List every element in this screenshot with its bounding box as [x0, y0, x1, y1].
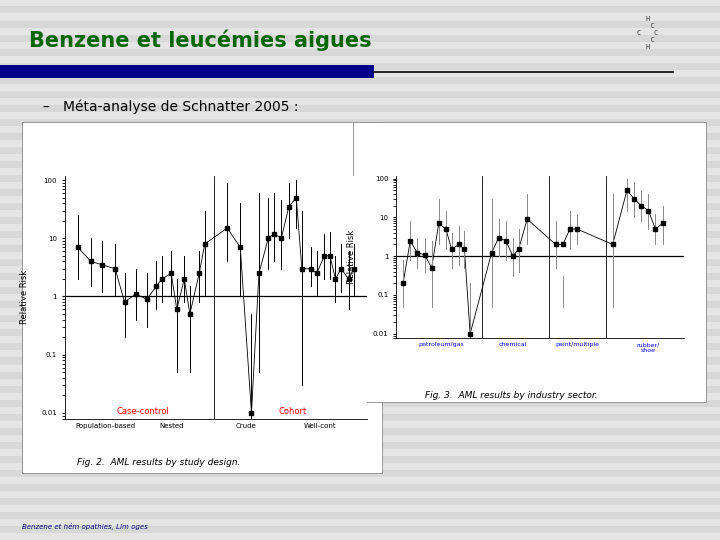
Bar	[0, 322, 720, 329]
Bar	[0, 435, 720, 442]
Bar	[0, 533, 720, 540]
Bar	[0, 42, 720, 49]
Text: Benzene et leucémies aigues: Benzene et leucémies aigues	[29, 30, 372, 51]
Bar	[0, 477, 720, 484]
Text: Cohort: Cohort	[279, 407, 307, 415]
Bar	[0, 65, 374, 78]
Bar	[0, 224, 720, 231]
Bar	[0, 421, 720, 428]
Bar	[0, 280, 720, 287]
Bar	[0, 308, 720, 315]
Bar	[0, 56, 720, 63]
Bar	[0, 393, 720, 400]
Bar	[0, 154, 720, 161]
Bar	[0, 28, 720, 35]
Bar	[0, 449, 720, 456]
Text: Fig. 3.  AML results by industry sector.: Fig. 3. AML results by industry sector.	[426, 390, 598, 400]
Bar	[0, 519, 720, 526]
Y-axis label: Relative Risk: Relative Risk	[19, 270, 29, 324]
Bar	[0, 168, 720, 175]
Bar	[0, 210, 720, 217]
Text: H
  C
C   C
  C
H: H C C C C H	[637, 16, 659, 50]
Bar	[0, 0, 720, 6]
Bar	[22, 122, 382, 472]
Text: Fig. 2.  AML results by study design.: Fig. 2. AML results by study design.	[76, 458, 240, 467]
Bar	[0, 252, 720, 259]
Bar	[0, 140, 720, 147]
Text: Case-control: Case-control	[117, 407, 170, 415]
Bar	[353, 122, 706, 402]
Bar	[0, 14, 720, 21]
Text: –   Méta-analyse de Schnatter 2005 :: – Méta-analyse de Schnatter 2005 :	[43, 100, 299, 114]
Bar	[0, 196, 720, 203]
Bar	[0, 266, 720, 273]
Bar	[0, 407, 720, 414]
Bar	[0, 126, 720, 133]
Bar	[0, 98, 720, 105]
Bar	[0, 70, 720, 77]
Text: Benzene et hém opathies, Lim oges: Benzene et hém opathies, Lim oges	[22, 523, 148, 530]
Bar	[0, 84, 720, 91]
Bar	[0, 182, 720, 189]
Bar	[0, 350, 720, 357]
Bar	[0, 336, 720, 343]
Bar	[0, 505, 720, 512]
Bar	[0, 463, 720, 470]
Bar	[0, 112, 720, 119]
Bar	[0, 364, 720, 372]
Y-axis label: Relative Risk: Relative Risk	[347, 230, 356, 284]
Bar	[0, 379, 720, 386]
Bar	[0, 238, 720, 245]
Bar	[0, 491, 720, 498]
Bar	[0, 294, 720, 301]
